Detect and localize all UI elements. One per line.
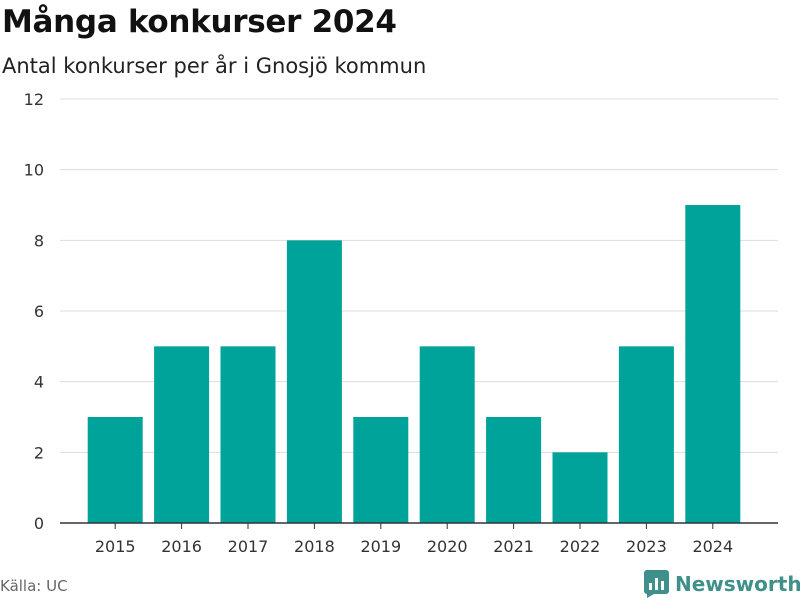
- y-tick-label: 10: [24, 161, 44, 180]
- y-tick-label: 2: [34, 443, 44, 462]
- bar-2023: [618, 346, 674, 523]
- y-axis-ticks: 0 2 4 6 8 10 12: [24, 90, 44, 533]
- source-note: Källa: UC: [0, 577, 68, 595]
- newsworthy-logo-icon: [644, 570, 669, 598]
- bar-2024: [685, 205, 741, 523]
- x-tick-label: 2023: [626, 537, 667, 556]
- chart-subtitle: Antal konkurser per år i Gnosjö kommun: [2, 54, 427, 78]
- bar-2019: [353, 417, 409, 523]
- bar-2021: [486, 417, 542, 523]
- y-tick-label: 6: [34, 302, 44, 321]
- bar-2015: [87, 417, 143, 523]
- y-tick-label: 8: [34, 231, 44, 250]
- x-tick-label: 2020: [427, 537, 468, 556]
- x-tick-label: 2022: [560, 537, 601, 556]
- brand-logo-group: Newsworthy: [644, 569, 800, 599]
- bar-2022: [552, 452, 608, 523]
- bars: [87, 205, 741, 524]
- x-tick-label: 2017: [228, 537, 269, 556]
- x-tick-label: 2019: [360, 537, 401, 556]
- brand-name: Newsworthy: [675, 572, 800, 596]
- bar-2020: [419, 346, 475, 523]
- y-tick-label: 4: [34, 373, 44, 392]
- bar-2018: [286, 240, 342, 524]
- x-tick-label: 2016: [161, 537, 202, 556]
- x-tick-label: 2015: [95, 537, 136, 556]
- x-tick-label: 2024: [692, 537, 733, 556]
- chart-title: Många konkurser 2024: [2, 4, 397, 40]
- x-axis-ticks: 2015 2016 2017 2018 2019 2020 2021 2022 2023 2024: [95, 523, 733, 556]
- x-tick-label: 2021: [493, 537, 534, 556]
- x-tick-label: 2018: [294, 537, 335, 556]
- bar-2017: [220, 346, 276, 523]
- y-tick-label: 12: [24, 90, 44, 109]
- y-tick-label: 0: [34, 514, 44, 533]
- bar-2016: [154, 346, 210, 523]
